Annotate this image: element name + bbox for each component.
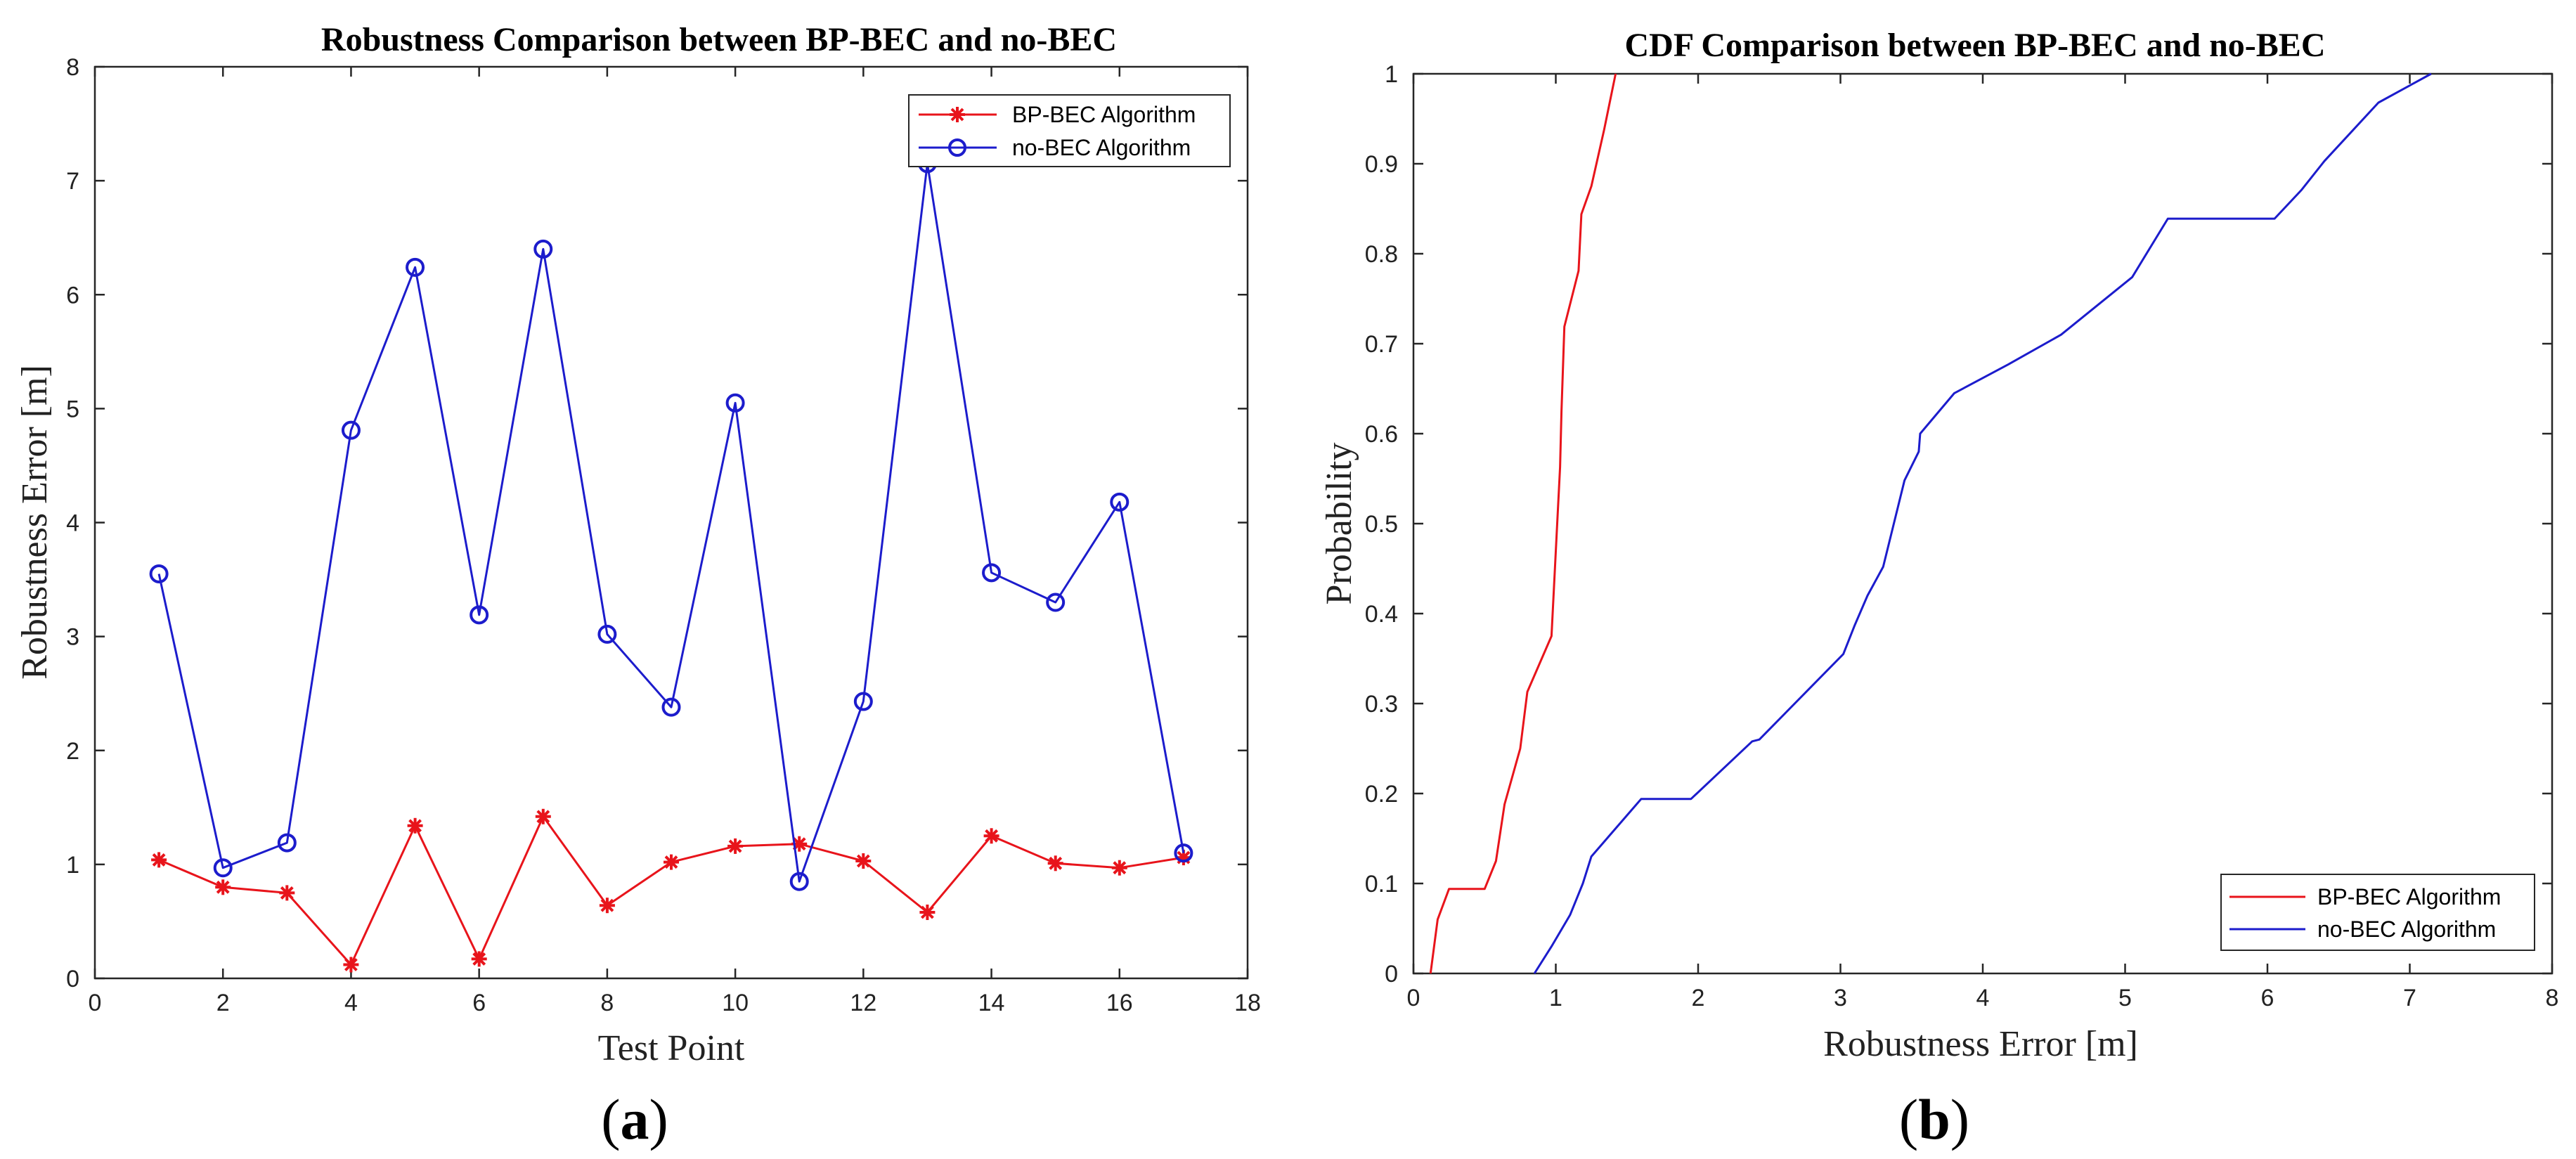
chart-b-plot-area xyxy=(1412,72,2554,975)
chart-a-y-tick-label: 2 xyxy=(66,738,79,765)
chart-a-x-tick-label: 14 xyxy=(978,990,1005,1016)
chart-a-x-tick-label: 6 xyxy=(472,990,486,1016)
chart-a-x-tick-label: 18 xyxy=(1234,990,1261,1016)
chart-b-x-tick-label: 6 xyxy=(2261,985,2274,1011)
chart-a-point-bpbec xyxy=(151,852,167,868)
chart-a-point-bpbec xyxy=(279,885,295,901)
chart-a-x-tick-label: 16 xyxy=(1106,990,1133,1016)
chart-a-point-bpbec xyxy=(407,817,423,834)
chart-a-y-tick-label: 1 xyxy=(66,852,79,879)
chart-b-y-tick-label: 0.7 xyxy=(1365,331,1398,358)
chart-a-point-nobec xyxy=(725,393,745,413)
chart-b-y-axis-label: Probability xyxy=(1319,442,1359,604)
chart-a-point-nobec xyxy=(982,563,1002,583)
chart-a-point-bpbec xyxy=(664,854,679,870)
chart-b-series-line-nobec xyxy=(1533,72,2432,974)
chart-a-x-tick-label: 8 xyxy=(600,990,614,1016)
chart-a-legend: BP-BEC Algorithm no-BEC Algorithm xyxy=(908,94,1231,167)
chart-a-point-nobec xyxy=(789,872,809,891)
chart-b-y-tick-label: 0.3 xyxy=(1365,691,1398,718)
chart-b-x-tick-label: 2 xyxy=(1692,985,1705,1011)
chart-a-title: Robustness Comparison between BP-BEC and… xyxy=(321,21,1117,58)
chart-a-point-nobec xyxy=(149,564,169,583)
chart-b-y-tick-label: 0.8 xyxy=(1365,241,1398,268)
chart-a-point-nobec xyxy=(341,420,361,440)
chart-a-x-axis-label: Test Point xyxy=(598,1028,745,1068)
chart-a-point-nobec xyxy=(533,239,553,259)
chart-a-point-bpbec xyxy=(919,905,936,920)
chart-b-y-tick-label: 0.9 xyxy=(1365,151,1398,178)
chart-b-y-tick-label: 0 xyxy=(1385,961,1398,988)
chart-a-point-bpbec xyxy=(727,838,744,854)
chart-b-legend-label-bpbec: BP-BEC Algorithm xyxy=(2317,884,2501,909)
chart-a-y-tick-label: 8 xyxy=(66,54,79,81)
chart-a-y-tick-label: 6 xyxy=(66,282,79,309)
chart-b-legend-label-nobec: no-BEC Algorithm xyxy=(2317,917,2496,942)
chart-b-ticks: 0 1 2 3 4 5 6 7 8 0 0.1 0.2 0.3 0.4 0.5 0.6 0.7 0.8 0.9 1 xyxy=(1365,61,2559,1011)
chart-a-x-tick-label: 0 xyxy=(89,990,102,1016)
chart-a-point-bpbec xyxy=(1047,855,1063,872)
chart-a-point-nobec xyxy=(277,833,297,853)
chart-a-point-nobec xyxy=(406,257,425,277)
chart-a-series-line-nobec xyxy=(157,162,1185,883)
chart-a-legend-marker-bpbec xyxy=(950,107,965,122)
chart-b-y-tick-label: 0.2 xyxy=(1365,781,1398,808)
chart-a-series xyxy=(149,154,1193,973)
chart-a-y-tick-label: 7 xyxy=(66,168,79,195)
chart-b-x-tick-label: 5 xyxy=(2118,985,2132,1011)
chart-a-plot-area xyxy=(93,65,1249,980)
chart-b-x-tick-label: 8 xyxy=(2546,985,2559,1011)
chart-b: CDF Comparison between BP-BEC and no-BEC… xyxy=(1319,27,2558,1151)
chart-b-legend-box xyxy=(2220,874,2535,951)
chart-a-x-tick-label: 2 xyxy=(216,990,230,1016)
chart-a-x-tick-label: 12 xyxy=(850,990,876,1016)
chart-a: Robustness Comparison between BP-BEC and… xyxy=(15,21,1261,1151)
chart-b-legend: BP-BEC Algorithm no-BEC Algorithm xyxy=(2220,874,2535,951)
chart-a-point-nobec xyxy=(1110,492,1130,512)
chart-a-point-bpbec xyxy=(215,879,231,895)
chart-b-x-tick-label: 3 xyxy=(1834,985,1847,1011)
chart-a-point-nobec xyxy=(1046,593,1066,612)
chart-a-point-nobec xyxy=(853,692,873,711)
chart-a-y-tick-label: 4 xyxy=(66,510,79,537)
chart-a-point-nobec xyxy=(597,624,617,644)
chart-a-point-nobec xyxy=(1174,843,1193,863)
chart-a-point-bpbec xyxy=(983,828,999,844)
chart-b-series xyxy=(1429,72,2432,974)
chart-b-y-tick-label: 1 xyxy=(1385,61,1398,88)
chart-a-point-bpbec xyxy=(599,898,615,914)
chart-a-y-tick-label: 5 xyxy=(66,396,79,422)
chart-b-x-tick-label: 7 xyxy=(2403,985,2416,1011)
chart-a-y-tick-label: 0 xyxy=(66,966,79,992)
chart-a-point-bpbec xyxy=(1111,860,1127,876)
chart-b-y-tick-label: 0.1 xyxy=(1365,871,1398,898)
chart-b-x-axis-label: Robustness Error [m] xyxy=(1823,1024,2138,1064)
chart-a-panel-label: (a) xyxy=(601,1087,668,1151)
chart-a-y-axis-label: Robustness Error [m] xyxy=(15,365,55,680)
chart-b-y-tick-label: 0.4 xyxy=(1365,601,1398,628)
chart-b-title: CDF Comparison between BP-BEC and no-BEC xyxy=(1625,27,2326,64)
chart-a-x-tick-label: 4 xyxy=(344,990,358,1016)
chart-a-point-nobec xyxy=(470,605,489,625)
chart-a-x-tick-label: 10 xyxy=(722,990,749,1016)
chart-a-point-bpbec xyxy=(535,808,551,824)
chart-a-point-nobec xyxy=(661,697,681,717)
chart-a-point-nobec xyxy=(213,858,233,878)
chart-b-x-tick-label: 1 xyxy=(1549,985,1562,1011)
chart-a-point-bpbec xyxy=(855,853,872,869)
chart-a-legend-label-nobec: no-BEC Algorithm xyxy=(1012,135,1191,160)
chart-b-x-tick-label: 0 xyxy=(1407,985,1420,1011)
chart-a-y-tick-label: 3 xyxy=(66,624,79,651)
chart-a-point-bpbec xyxy=(471,951,487,967)
chart-b-panel-label: (b) xyxy=(1899,1087,1969,1151)
chart-a-point-bpbec xyxy=(343,957,359,973)
chart-b-series-line-bpbec xyxy=(1429,73,1617,974)
chart-b-y-tick-label: 0.6 xyxy=(1365,421,1398,448)
chart-b-y-tick-label: 0.5 xyxy=(1365,511,1398,538)
chart-a-legend-label-bpbec: BP-BEC Algorithm xyxy=(1012,102,1196,127)
chart-a-legend-marker-nobec xyxy=(948,138,966,157)
chart-b-x-tick-label: 4 xyxy=(1976,985,1990,1011)
